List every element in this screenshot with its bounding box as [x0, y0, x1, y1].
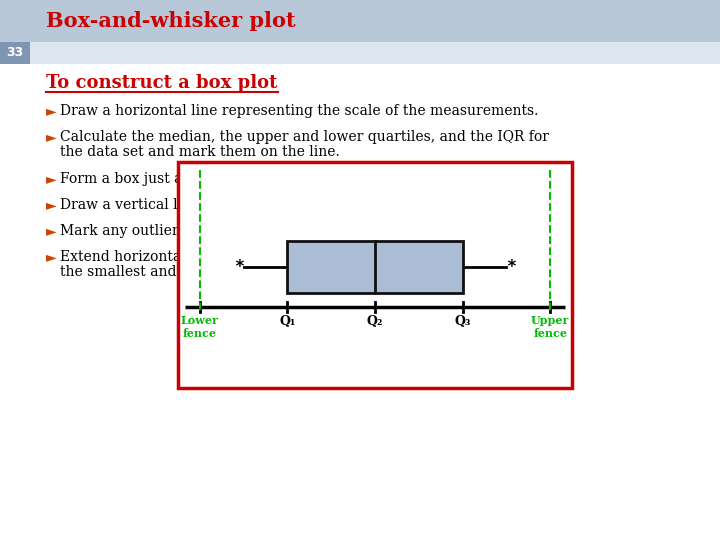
Text: ►: ►: [46, 198, 57, 212]
Text: ►: ►: [46, 172, 57, 186]
Bar: [178, 162, 572, 388]
Text: 33: 33: [6, 46, 24, 59]
Text: *: *: [234, 258, 243, 276]
Text: Calculate the median, the upper and lower quartiles, and the IQR for: Calculate the median, the upper and lowe…: [60, 130, 549, 144]
Text: Draw a vertical line through the box at the location of the median.: Draw a vertical line through the box at …: [60, 198, 529, 212]
Text: Q₃: Q₃: [454, 315, 471, 328]
Bar: [0, 42, 30, 64]
Text: ►: ►: [46, 104, 57, 118]
Text: Q₂: Q₂: [366, 315, 383, 328]
Text: ►: ►: [46, 224, 57, 238]
Text: To construct a box plot: To construct a box plot: [46, 74, 277, 92]
Text: the smallest and largest observation that are not outliers.: the smallest and largest observation tha…: [60, 265, 468, 279]
Text: the data set and mark them on the line.: the data set and mark them on the line.: [60, 145, 340, 159]
Text: Mark any outliers with an asterisk (*) on the graph.: Mark any outliers with an asterisk (*) o…: [60, 224, 425, 238]
Text: Draw a horizontal line representing the scale of the measurements.: Draw a horizontal line representing the …: [60, 104, 539, 118]
Text: Upper
fence: Upper fence: [531, 315, 570, 339]
Bar: [287, 241, 462, 293]
Bar: [30, 42, 720, 64]
Text: Lower
fence: Lower fence: [181, 315, 219, 339]
Text: Q₁: Q₁: [279, 315, 296, 328]
Text: Box-and-whisker plot: Box-and-whisker plot: [46, 11, 296, 31]
Bar: [0, 0, 720, 42]
Text: ►: ►: [46, 250, 57, 264]
Text: *: *: [506, 258, 516, 276]
Text: Extend horizontal lines called “Whiskers” from the ends of the box to: Extend horizontal lines called “Whiskers…: [60, 250, 550, 264]
Text: Form a box just above the line with the right and left ends at Q1 and Q3.: Form a box just above the line with the …: [60, 172, 574, 186]
Text: ►: ►: [46, 130, 57, 144]
